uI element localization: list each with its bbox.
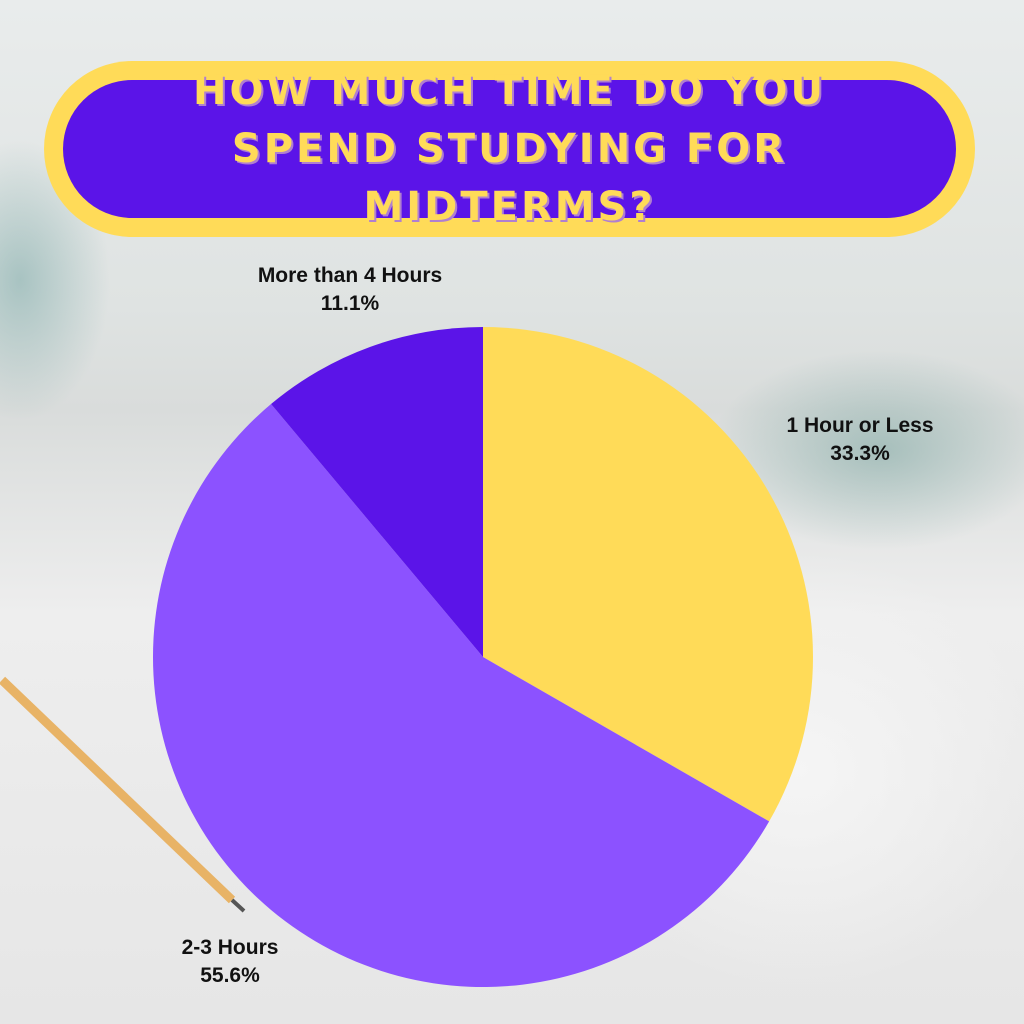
slice-label-percent: 55.6%	[200, 964, 260, 987]
pencil	[0, 676, 236, 904]
title-banner-inner: HOW MUCH TIME DO YOU SPEND STUDYING FOR …	[63, 68, 956, 230]
slice-label-text: 2-3 Hours	[181, 936, 279, 959]
label-slice-2: More than 4 Hours 11.1%	[210, 262, 490, 318]
slice-label-percent: 33.3%	[830, 442, 890, 465]
chart-title: HOW MUCH TIME DO YOU SPEND STUDYING FOR …	[193, 68, 826, 230]
pie-slice-1	[152, 404, 770, 987]
slice-label-text: 1 Hour or Less	[786, 414, 934, 437]
pencil-tip	[230, 898, 246, 913]
label-slice-1: 2-3 Hours 55.6%	[110, 934, 350, 990]
pie-slice-0	[483, 327, 813, 822]
title-banner: HOW MUCH TIME DO YOU SPEND STUDYING FOR …	[44, 61, 975, 237]
slice-label-text: More than 4 Hours	[257, 264, 443, 287]
label-slice-0: 1 Hour or Less 33.3%	[740, 412, 980, 468]
slice-label-percent: 11.1%	[320, 292, 380, 315]
pie-slice-2	[271, 327, 483, 657]
